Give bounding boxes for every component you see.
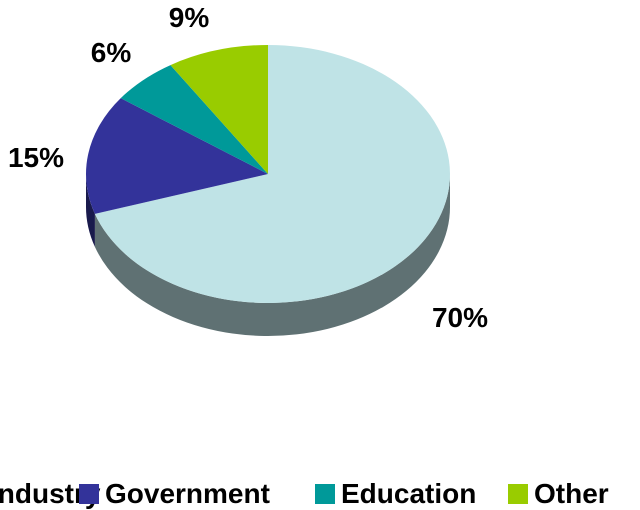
legend-swatch-education — [315, 484, 335, 504]
pie-slice-other — [170, 45, 268, 174]
legend-swatch-other — [508, 484, 528, 504]
legend-label-government: Government — [105, 478, 270, 509]
data-label-government: 15% — [8, 142, 64, 173]
pie-slice-education — [120, 65, 268, 174]
legend-swatch-government — [79, 484, 99, 504]
pie-data-labels: 70% 15% 6% 9% — [8, 2, 488, 333]
pie-side-government — [86, 174, 95, 247]
pie-side-industry — [94, 174, 450, 336]
pie-slice-government — [86, 98, 268, 214]
pie-slice-industry — [94, 45, 450, 304]
pie-slices — [86, 45, 450, 304]
data-label-education: 6% — [91, 37, 132, 68]
legend: Industry Government Education Other — [0, 478, 609, 509]
data-label-industry: 70% — [432, 302, 488, 333]
legend-label-other: Other — [534, 478, 609, 509]
legend-label-education: Education — [341, 478, 476, 509]
pie-sides — [86, 174, 450, 336]
data-label-other: 9% — [169, 2, 210, 33]
